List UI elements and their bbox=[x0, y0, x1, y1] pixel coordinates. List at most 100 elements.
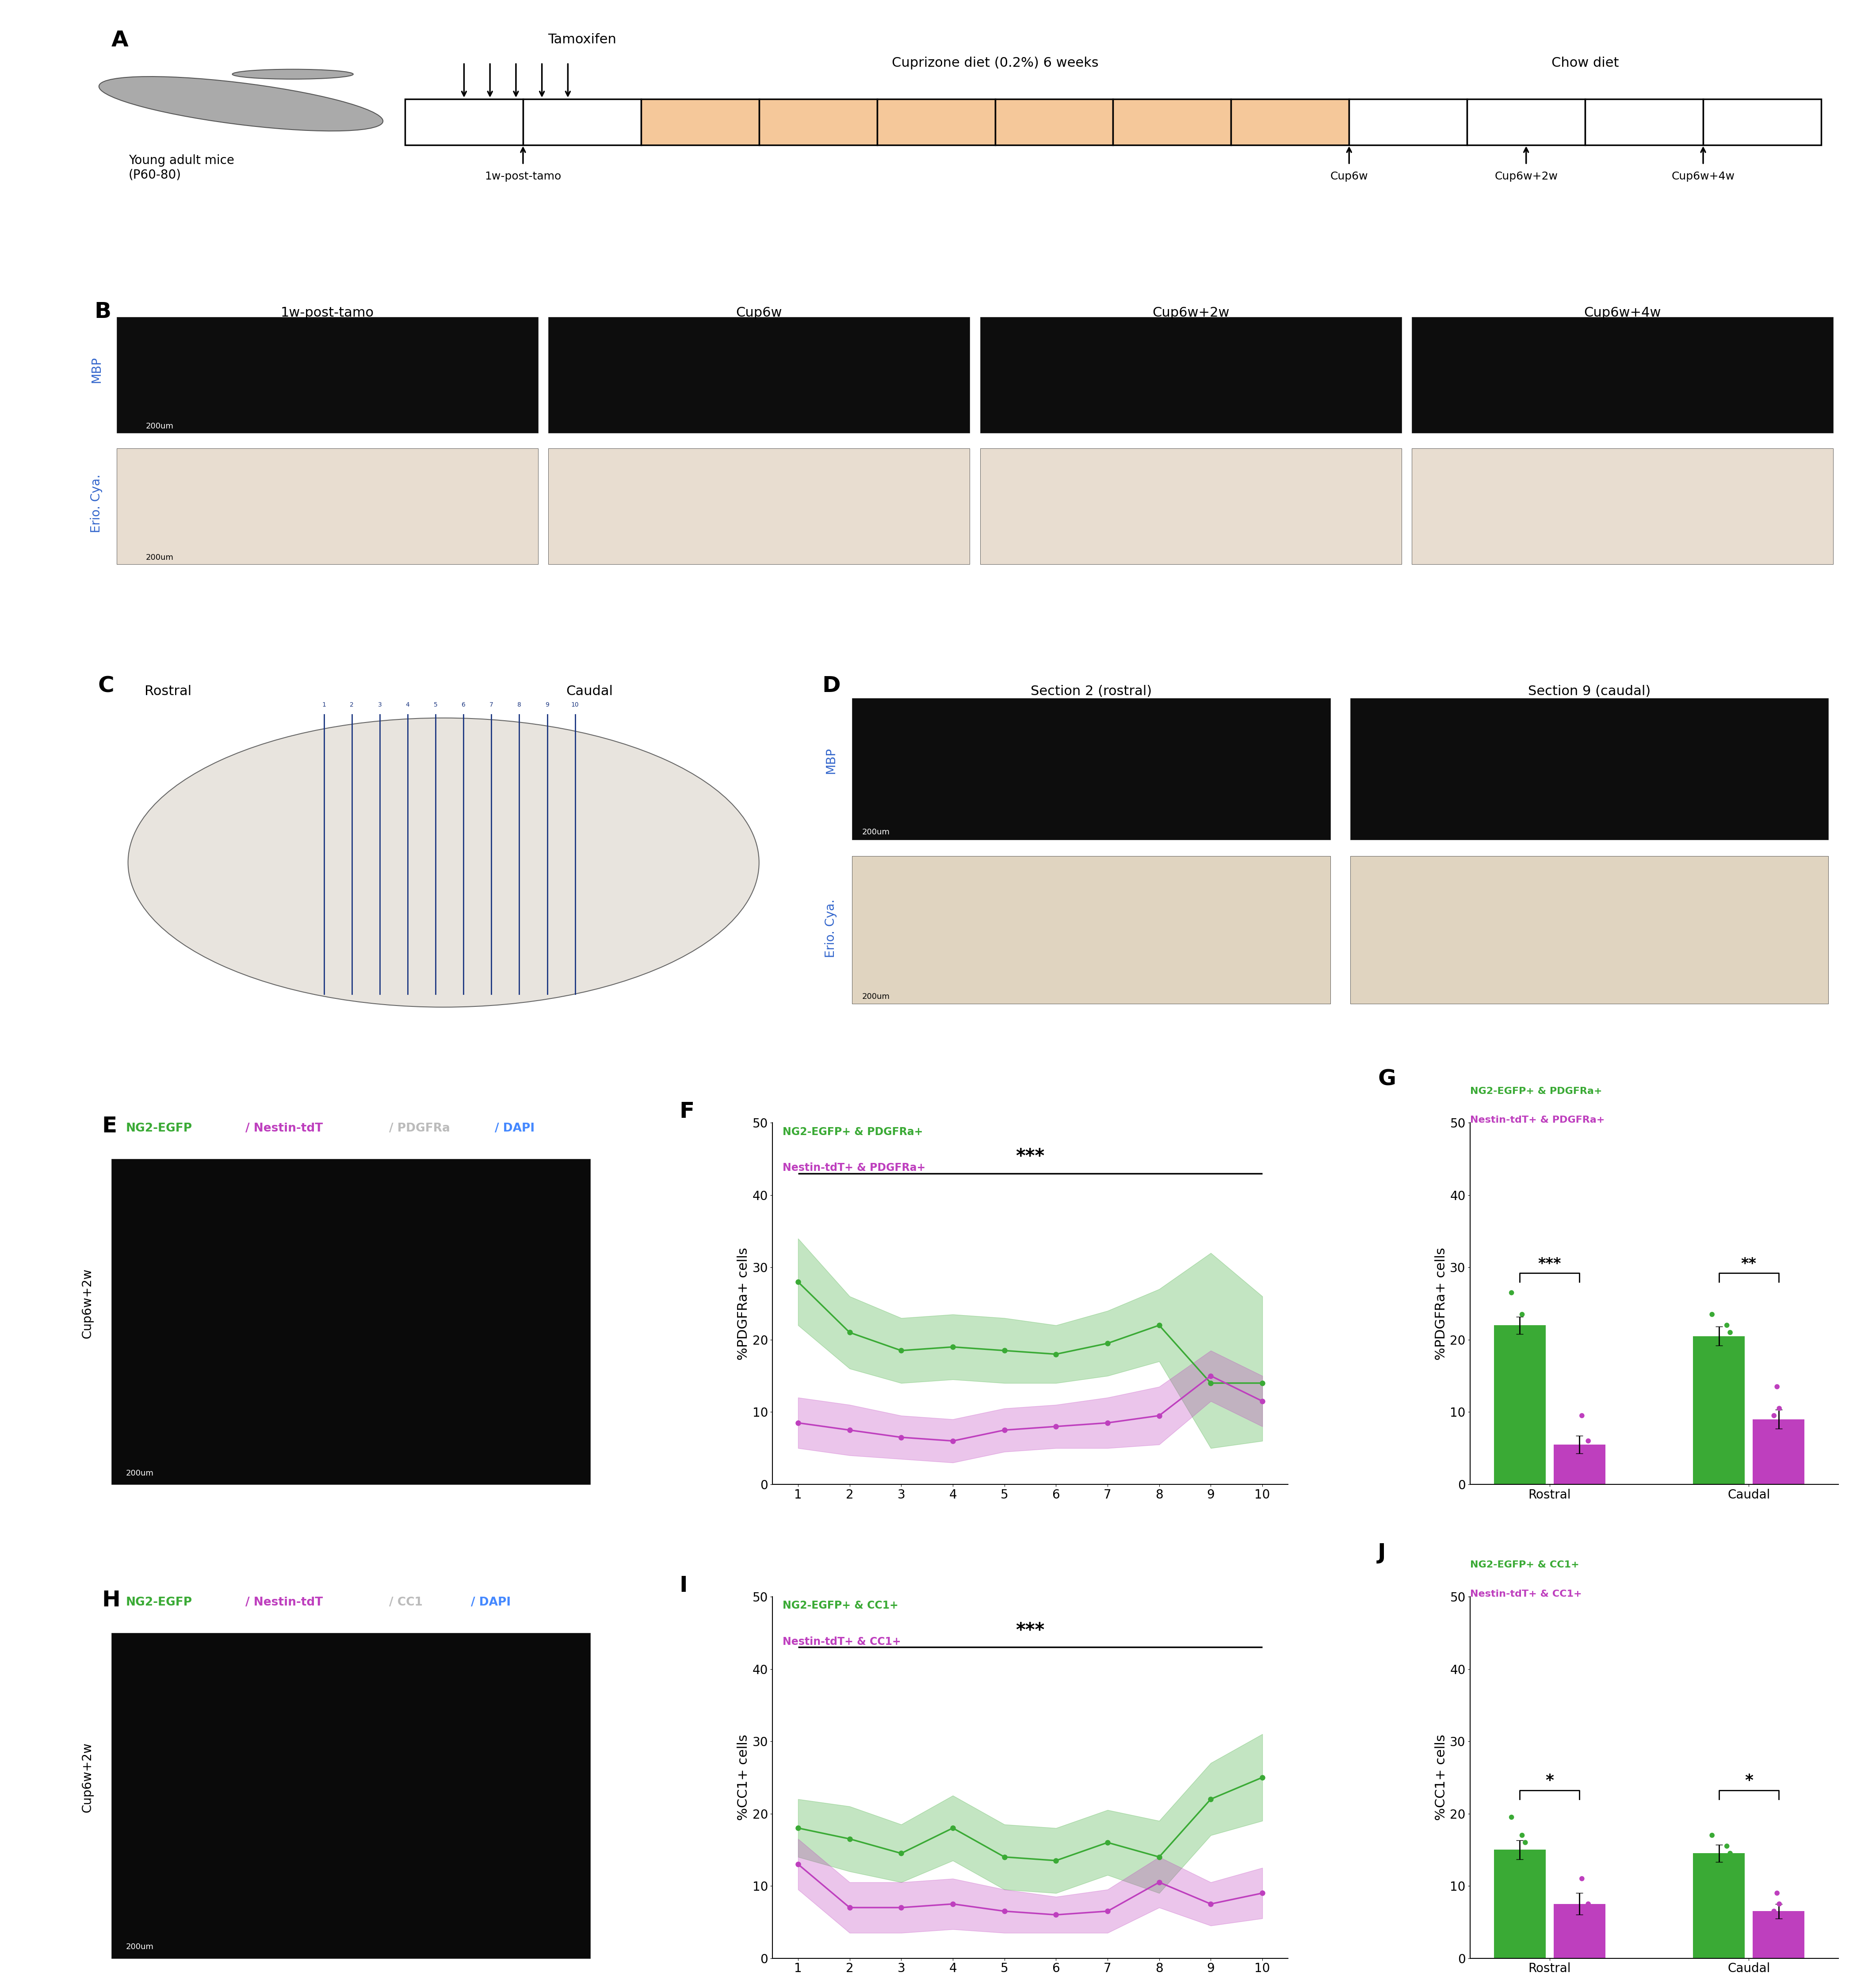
Bar bbox=[1411, 449, 1833, 565]
Text: Cup6w: Cup6w bbox=[735, 306, 782, 320]
Text: Nestin-tdT+ & PDGFRa+: Nestin-tdT+ & PDGFRa+ bbox=[782, 1163, 925, 1173]
Y-axis label: %PDGFRa+ cells: %PDGFRa+ cells bbox=[1435, 1246, 1447, 1360]
Bar bbox=[995, 99, 1112, 145]
Text: E: E bbox=[102, 1115, 117, 1137]
Point bbox=[1712, 1310, 1742, 1342]
Point bbox=[1712, 1831, 1742, 1863]
Point bbox=[1554, 1895, 1584, 1926]
Text: Cup6w+2w: Cup6w+2w bbox=[1495, 171, 1558, 181]
Bar bbox=[1554, 1445, 1606, 1485]
Text: C: C bbox=[98, 676, 115, 696]
Bar bbox=[760, 99, 877, 145]
Point bbox=[1556, 1447, 1586, 1479]
Bar bbox=[1753, 1910, 1805, 1958]
Point bbox=[1759, 1400, 1788, 1431]
Bar bbox=[980, 316, 1402, 433]
Bar bbox=[1350, 698, 1829, 839]
Text: / Nestin-tdT: / Nestin-tdT bbox=[245, 1123, 323, 1135]
Y-axis label: %CC1+ cells: %CC1+ cells bbox=[1435, 1734, 1447, 1821]
Point bbox=[1759, 1895, 1788, 1926]
Bar bbox=[1411, 316, 1833, 433]
Bar bbox=[852, 698, 1330, 839]
Text: ***: *** bbox=[1016, 1622, 1045, 1640]
Text: Cup6w+2w: Cup6w+2w bbox=[82, 1268, 93, 1338]
Text: Cup6w+2w: Cup6w+2w bbox=[82, 1741, 93, 1813]
Text: Caudal: Caudal bbox=[566, 686, 613, 698]
Point bbox=[1757, 1421, 1786, 1453]
Text: 1: 1 bbox=[321, 702, 327, 708]
Point bbox=[1716, 1837, 1746, 1869]
Bar bbox=[1493, 1849, 1545, 1958]
Text: 5: 5 bbox=[435, 702, 438, 708]
Point bbox=[1567, 1863, 1597, 1895]
Point bbox=[1508, 1298, 1538, 1330]
Point bbox=[1502, 1867, 1532, 1899]
Bar bbox=[548, 449, 969, 565]
Text: *: * bbox=[1744, 1773, 1753, 1789]
Text: 200um: 200um bbox=[126, 1469, 154, 1477]
Bar bbox=[524, 99, 641, 145]
Text: ***: *** bbox=[1016, 1147, 1045, 1167]
Text: B: B bbox=[95, 302, 111, 322]
Text: 7: 7 bbox=[490, 702, 494, 708]
Text: Chow diet: Chow diet bbox=[1551, 56, 1619, 70]
Point bbox=[1556, 1910, 1586, 1942]
Point bbox=[1497, 1801, 1526, 1833]
Y-axis label: %CC1+ cells: %CC1+ cells bbox=[737, 1734, 750, 1821]
Bar bbox=[852, 857, 1330, 1004]
Text: 200um: 200um bbox=[147, 421, 175, 429]
Text: 200um: 200um bbox=[147, 553, 175, 561]
Text: 200um: 200um bbox=[862, 992, 890, 1000]
Point bbox=[1510, 1827, 1539, 1859]
Bar bbox=[1554, 1905, 1606, 1958]
Bar bbox=[1586, 99, 1703, 145]
Ellipse shape bbox=[98, 76, 383, 131]
Text: 200um: 200um bbox=[126, 1942, 154, 1950]
Text: NG2-EGFP: NG2-EGFP bbox=[126, 1123, 191, 1135]
Point bbox=[1757, 1899, 1786, 1930]
Point bbox=[1762, 1372, 1792, 1404]
Text: NG2-EGFP: NG2-EGFP bbox=[126, 1596, 191, 1608]
Text: 1w-post-tamo: 1w-post-tamo bbox=[280, 306, 373, 320]
Y-axis label: %PDGFRa+ cells: %PDGFRa+ cells bbox=[737, 1246, 750, 1360]
Text: / DAPI: / DAPI bbox=[470, 1596, 511, 1608]
Text: Cup6w: Cup6w bbox=[1330, 171, 1369, 181]
Text: Rostral: Rostral bbox=[145, 686, 191, 698]
Bar bbox=[641, 99, 760, 145]
Text: / Nestin-tdT: / Nestin-tdT bbox=[245, 1596, 323, 1608]
Text: Tamoxifen: Tamoxifen bbox=[548, 34, 617, 46]
Text: H: H bbox=[102, 1590, 121, 1610]
Text: NG2-EGFP+ & PDGFRa+: NG2-EGFP+ & PDGFRa+ bbox=[1471, 1087, 1603, 1095]
Bar bbox=[1231, 99, 1348, 145]
Bar bbox=[1703, 99, 1822, 145]
Point bbox=[1716, 1316, 1746, 1348]
Point bbox=[1497, 1276, 1526, 1308]
Point bbox=[1508, 1819, 1538, 1851]
Point bbox=[1573, 1889, 1603, 1920]
Text: NG2-EGFP+ & PDGFRa+: NG2-EGFP+ & PDGFRa+ bbox=[782, 1127, 923, 1137]
Bar bbox=[1694, 1336, 1746, 1485]
Text: D: D bbox=[823, 676, 841, 696]
Point bbox=[1757, 1411, 1786, 1443]
Text: NG2-EGFP+ & CC1+: NG2-EGFP+ & CC1+ bbox=[782, 1600, 899, 1610]
Text: Cup6w+4w: Cup6w+4w bbox=[1671, 171, 1734, 181]
Bar bbox=[1694, 1853, 1746, 1958]
Text: MBP: MBP bbox=[91, 356, 102, 384]
Text: *: * bbox=[1545, 1773, 1554, 1789]
Text: 6: 6 bbox=[462, 702, 466, 708]
Text: / CC1: / CC1 bbox=[390, 1596, 423, 1608]
Text: 10: 10 bbox=[572, 702, 579, 708]
Point bbox=[1692, 1328, 1721, 1360]
Point bbox=[1762, 1877, 1792, 1908]
Text: Nestin-tdT+ & CC1+: Nestin-tdT+ & CC1+ bbox=[782, 1636, 901, 1648]
Bar bbox=[1348, 99, 1467, 145]
Bar bbox=[1753, 1419, 1805, 1485]
Text: NG2-EGFP+ & CC1+: NG2-EGFP+ & CC1+ bbox=[1471, 1561, 1578, 1569]
Text: 8: 8 bbox=[518, 702, 522, 708]
Text: J: J bbox=[1378, 1543, 1385, 1565]
Point bbox=[1764, 1889, 1794, 1920]
Bar bbox=[1112, 99, 1231, 145]
Point bbox=[1573, 1425, 1603, 1457]
Text: Erio. Cya.: Erio. Cya. bbox=[91, 475, 102, 533]
Bar bbox=[980, 449, 1402, 565]
